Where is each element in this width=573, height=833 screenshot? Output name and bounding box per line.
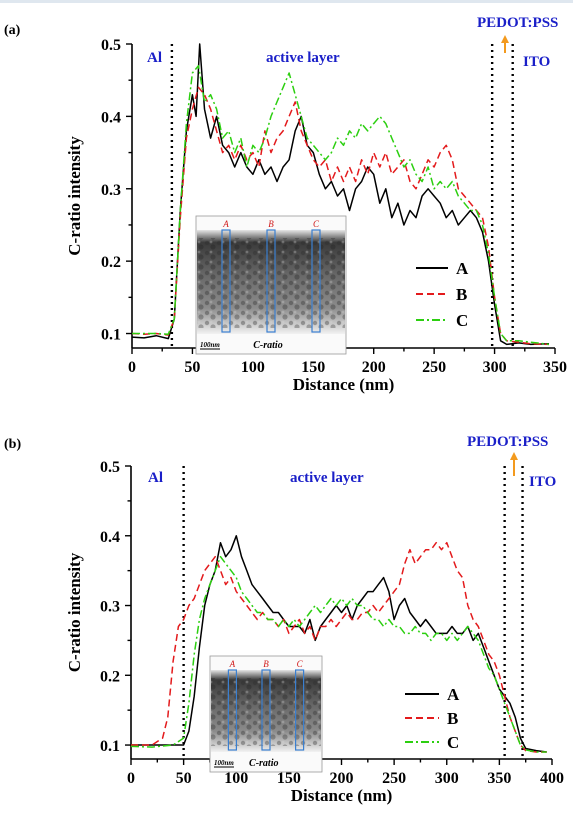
pedot-arrow-head bbox=[510, 452, 518, 460]
region-label-pedot-pss: PEDOT:PSS bbox=[477, 15, 558, 31]
inset-strip-c bbox=[311, 229, 321, 333]
inset-scale-label: 100nm bbox=[214, 759, 234, 767]
x-tick-label: 0 bbox=[128, 359, 136, 376]
legend-label-c: C bbox=[456, 311, 468, 330]
inset-strip-label: B bbox=[268, 219, 274, 229]
inset-title: C-ratio bbox=[253, 340, 282, 351]
x-tick-label: 300 bbox=[435, 770, 459, 787]
y-tick-label: 0.2 bbox=[100, 668, 120, 685]
x-tick-label: 350 bbox=[543, 359, 567, 376]
panel-label: (b) bbox=[4, 437, 21, 452]
y-tick-label: 0.4 bbox=[100, 529, 120, 546]
y-tick-label: 0.3 bbox=[101, 182, 121, 199]
legend-label-b: B bbox=[456, 285, 467, 304]
inset-strip-b bbox=[261, 669, 271, 751]
inset-strip-a bbox=[221, 229, 231, 333]
x-axis-title: Distance (nm) bbox=[291, 786, 393, 805]
x-tick-label: 50 bbox=[184, 359, 200, 376]
y-tick-label: 0.3 bbox=[100, 599, 120, 616]
inset-title: C-ratio bbox=[249, 758, 278, 769]
y-tick-label: 0.5 bbox=[100, 459, 120, 476]
x-axis-title: Distance (nm) bbox=[293, 375, 395, 394]
x-tick-label: 250 bbox=[422, 359, 446, 376]
region-label-al: Al bbox=[147, 50, 162, 66]
inset-image: A B C 100nm C-ratio bbox=[195, 215, 347, 355]
series-line-c bbox=[130, 555, 547, 753]
y-tick-label: 0.1 bbox=[101, 327, 121, 344]
pedot-arrow-head bbox=[501, 35, 509, 43]
panel-label: (a) bbox=[4, 23, 21, 38]
x-tick-label: 150 bbox=[277, 770, 301, 787]
chart-panel-a: (a) 0 50 100 150 200 250 300 350 0.1 0.2 0.3 0.4 0.5 D… bbox=[4, 15, 567, 394]
inset-strip-b bbox=[266, 229, 276, 333]
legend-label-a: A bbox=[456, 259, 469, 278]
x-tick-label: 150 bbox=[301, 359, 325, 376]
inset-texture bbox=[197, 238, 345, 328]
inset-strip-label: B bbox=[263, 659, 269, 669]
region-label-ito: ITO bbox=[529, 474, 556, 490]
y-tick-label: 0.5 bbox=[101, 37, 121, 54]
x-tick-label: 100 bbox=[241, 359, 265, 376]
series-line-c bbox=[132, 64, 550, 346]
chart-panel-b: (b) 0 50 100 150 200 250 300 350 400 0.1 0.2 0.3 0.4 0… bbox=[4, 434, 564, 805]
region-label-pedot-pss: PEDOT:PSS bbox=[467, 434, 548, 450]
region-label-active-layer: active layer bbox=[290, 470, 364, 486]
x-tick-label: 300 bbox=[483, 359, 507, 376]
region-label-ito: ITO bbox=[523, 54, 550, 70]
x-tick-label: 0 bbox=[127, 770, 135, 787]
y-tick-label: 0.2 bbox=[101, 254, 121, 271]
x-tick-label: 50 bbox=[176, 770, 192, 787]
inset-strip-label: A bbox=[222, 219, 229, 229]
x-tick-label: 400 bbox=[540, 770, 564, 787]
page-top-line bbox=[0, 0, 573, 3]
legend-label-c: C bbox=[447, 733, 459, 752]
inset-image: A B C 100nm C-ratio bbox=[209, 655, 323, 773]
series-line-b bbox=[131, 86, 550, 346]
series-line-b bbox=[131, 541, 547, 753]
y-axis-title: C-ratio intensity bbox=[65, 136, 84, 256]
x-tick-label: 250 bbox=[382, 770, 406, 787]
x-tick-label: 100 bbox=[224, 770, 248, 787]
inset-strip-label: C bbox=[313, 219, 320, 229]
region-label-al: Al bbox=[148, 470, 163, 486]
region-label-active-layer: active layer bbox=[266, 50, 340, 66]
inset-strip-c bbox=[295, 669, 305, 751]
y-axis-title: C-ratio intensity bbox=[65, 552, 84, 672]
x-tick-label: 350 bbox=[487, 770, 511, 787]
inset-strip-a bbox=[227, 669, 237, 751]
series-line-a bbox=[131, 43, 550, 346]
legend-label-a: A bbox=[447, 685, 460, 704]
inset-scale-label: 100nm bbox=[200, 341, 220, 349]
y-tick-label: 0.4 bbox=[101, 109, 121, 126]
x-tick-label: 200 bbox=[362, 359, 386, 376]
y-tick-label: 0.1 bbox=[100, 738, 120, 755]
inset-texture bbox=[211, 678, 321, 746]
legend-label-b: B bbox=[447, 709, 458, 728]
x-tick-label: 200 bbox=[330, 770, 354, 787]
inset-strip-label: C bbox=[297, 659, 304, 669]
inset-strip-label: A bbox=[229, 659, 236, 669]
